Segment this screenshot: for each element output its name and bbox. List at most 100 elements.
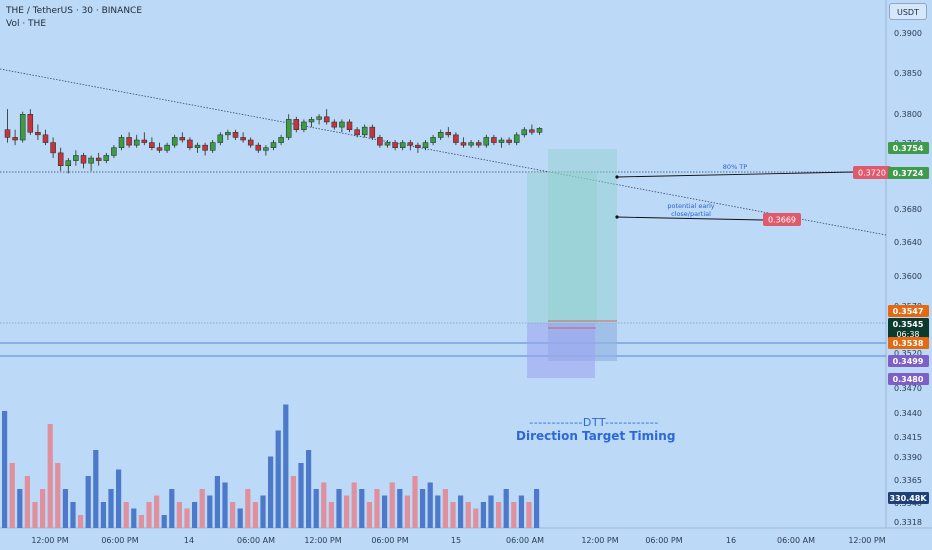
volume-bar: [245, 489, 251, 528]
price-tick-label: 0.3318: [894, 518, 922, 527]
volume-bar: [488, 495, 494, 528]
volume-bar: [214, 476, 220, 528]
time-tick-label: 12:00 PM: [304, 536, 341, 545]
volume-indicator-title: Vol · THE: [6, 19, 46, 29]
volume-bar: [268, 456, 274, 528]
volume-bar: [344, 495, 350, 528]
volume-bar: [100, 502, 106, 528]
stop-zone: [527, 323, 595, 378]
volume-bar: [176, 502, 182, 528]
price-tick-label: 0.3640: [894, 238, 922, 247]
price-tick-label: 0.3600: [894, 272, 922, 281]
candle-body: [141, 139, 148, 143]
candle-body: [118, 137, 125, 148]
volume-bar: [420, 489, 426, 528]
candle-body: [293, 119, 300, 130]
time-tick-label: 14: [184, 536, 194, 545]
candle-body: [149, 142, 155, 148]
candle-body: [453, 134, 459, 143]
time-tick-label: 15: [451, 536, 461, 545]
candle-body: [27, 114, 34, 133]
volume-bar: [47, 424, 53, 528]
volume-bar: [169, 489, 175, 528]
price-label-value: 0.3754: [893, 144, 924, 153]
candle-body: [202, 144, 208, 151]
volume-bar: [252, 502, 258, 528]
candle-body: [377, 137, 383, 146]
price-label-value: 330.48K: [889, 494, 927, 503]
candle-body: [392, 142, 398, 148]
candle-body: [460, 142, 467, 146]
volume-bar: [230, 502, 236, 528]
candle-body: [498, 139, 505, 143]
candle-body: [430, 137, 436, 143]
volume-bar: [154, 495, 160, 528]
volume-bar: [442, 489, 448, 528]
candle-body: [339, 121, 345, 128]
volume-bar: [458, 495, 464, 528]
candle-body: [217, 134, 224, 143]
price-tick-label: 0.3390: [894, 453, 922, 462]
candle-body: [529, 129, 535, 133]
volume-bar: [503, 489, 509, 528]
candle-body: [384, 142, 391, 146]
price-label-bg: [888, 167, 929, 179]
currency-button[interactable]: USDT: [889, 3, 927, 20]
volume-bar: [260, 495, 266, 528]
candle-body: [521, 129, 528, 136]
price-label-value: 0.3724: [893, 169, 924, 178]
volume-bar: [116, 469, 122, 528]
volume-bar: [192, 502, 198, 528]
volume-bar: [93, 450, 99, 528]
candle-body: [35, 132, 41, 136]
candle-body: [354, 129, 360, 136]
candle-body: [57, 152, 64, 166]
candle-body: [407, 142, 414, 146]
time-tick-label: 06:00 PM: [101, 536, 138, 545]
time-tick-label: 06:00 PM: [371, 536, 408, 545]
candle-body: [468, 142, 474, 146]
candle-body: [103, 155, 110, 161]
candle-body: [369, 126, 376, 138]
volume-bar: [184, 508, 190, 528]
candle-body: [73, 155, 79, 161]
volume-bar: [389, 482, 395, 528]
price-tick-label: 0.3365: [894, 476, 922, 485]
price-label-value: 0.3547: [893, 307, 924, 316]
volume-bar: [427, 482, 433, 528]
price-axis-bg: [886, 0, 932, 550]
price-label-bg: [888, 305, 929, 317]
candle-body: [399, 142, 406, 148]
tp-badge-value: 0.3720: [858, 169, 886, 178]
candle-body: [12, 137, 18, 141]
volume-bar: [283, 404, 289, 528]
candle-body: [285, 119, 292, 138]
volume-bar: [450, 502, 456, 528]
volume-bar: [237, 508, 243, 528]
price-label-countdown: 06:38: [896, 330, 919, 339]
volume-bar: [534, 489, 540, 528]
volume-bar: [511, 502, 517, 528]
early-close-note: potential early close/partial: [667, 202, 715, 218]
candle-body: [483, 137, 490, 146]
volume-bar: [123, 502, 129, 528]
volume-bar: [70, 502, 76, 528]
candle-body: [308, 119, 315, 123]
candle-body: [133, 139, 140, 146]
candle-body: [164, 144, 170, 151]
candle-body: [278, 137, 284, 143]
candle-body: [95, 157, 102, 161]
dtt-watermark: ------------DTT------------ Direction Ta…: [516, 416, 675, 443]
price-tick-label: 0.3680: [894, 205, 922, 214]
volume-bar: [275, 430, 281, 528]
candle-body: [536, 128, 543, 133]
candle-body: [437, 132, 444, 138]
candle-body: [475, 142, 482, 146]
volume-bar: [24, 476, 30, 528]
price-tick-label: 0.3520: [894, 349, 922, 358]
candle-body: [240, 137, 246, 141]
volume-bar: [222, 482, 228, 528]
candle-body: [209, 142, 216, 151]
candle-body: [506, 139, 512, 143]
